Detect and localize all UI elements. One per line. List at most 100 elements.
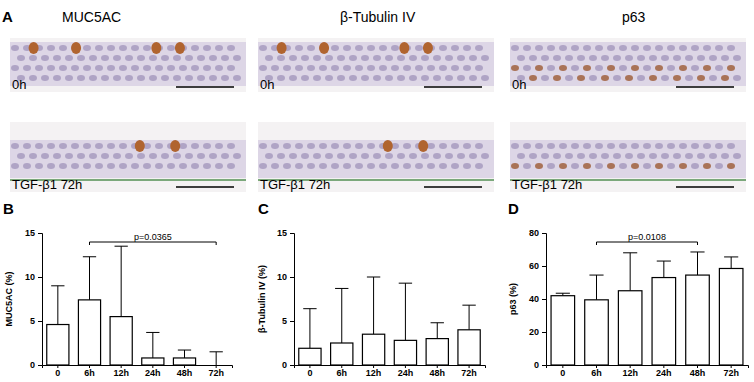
- significance-bracket: [597, 242, 698, 245]
- y-tick: 40: [529, 294, 546, 304]
- x-tick: 12h: [622, 365, 638, 378]
- bar: [458, 330, 480, 365]
- chart: C05101506h12h24h48h72hβ-Tubulin IV (%): [257, 200, 486, 378]
- column-title: p63: [622, 9, 646, 25]
- y-tick-mark: [542, 332, 546, 333]
- error-bar: [663, 261, 664, 278]
- x-tick-label: 24h: [656, 368, 672, 378]
- figure: AMUC5AC0hTGF-β1 72hβ-Tubulin IV0hTGF-β1 …: [0, 0, 754, 382]
- x-tick-label: 6h: [591, 368, 602, 378]
- error-cap: [623, 252, 637, 253]
- bar: [110, 317, 132, 365]
- x-tick-label: 0: [55, 368, 60, 378]
- y-tick-label: 80: [529, 228, 539, 238]
- y-tick-label: 0: [282, 360, 287, 370]
- error-bar: [184, 350, 185, 358]
- error-cap: [335, 288, 348, 289]
- y-tick: 15: [277, 228, 294, 238]
- y-tick-mark: [542, 299, 546, 300]
- error-bar: [469, 305, 470, 330]
- error-cap: [556, 293, 570, 294]
- bar: [652, 278, 676, 365]
- error-bar: [405, 283, 406, 340]
- y-tick-label: 5: [282, 316, 287, 326]
- y-tick-mark: [38, 321, 42, 322]
- error-cap: [178, 350, 191, 351]
- bar: [362, 334, 384, 365]
- y-tick-mark: [542, 266, 546, 267]
- y-axis: 020406080: [529, 228, 547, 370]
- plot-area: [551, 252, 743, 365]
- bar: [331, 343, 353, 365]
- x-tick: 12h: [113, 365, 129, 378]
- y-tick-label: 10: [277, 272, 287, 282]
- y-axis-line: [38, 234, 43, 366]
- y-tick-mark: [38, 233, 42, 234]
- error-cap: [690, 251, 704, 252]
- bar: [719, 268, 743, 365]
- error-cap: [462, 305, 475, 306]
- row-label: 0h: [260, 77, 274, 92]
- x-tick: 48h: [429, 365, 445, 378]
- y-tick-mark: [38, 277, 42, 278]
- error-cap: [115, 246, 128, 247]
- x-tick-label: 72h: [723, 368, 739, 378]
- x-tick-label: 72h: [461, 368, 477, 378]
- bar: [618, 291, 642, 365]
- x-tick: 0: [55, 365, 60, 378]
- annotation: p=0.0365: [134, 232, 172, 242]
- bar: [426, 339, 448, 365]
- error-bar: [57, 286, 58, 325]
- bar: [585, 300, 609, 365]
- x-axis-line: [295, 366, 486, 369]
- y-tick-mark: [290, 233, 294, 234]
- significance-bracket: [90, 242, 217, 245]
- micrograph: [258, 38, 494, 92]
- x-tick: 72h: [208, 365, 224, 378]
- error-cap: [589, 275, 603, 276]
- y-axis-title: β-Tubulin IV (%): [257, 265, 267, 333]
- y-tick: 0: [30, 360, 42, 370]
- y-tick-label: 15: [25, 228, 35, 238]
- panel-label: A: [2, 8, 13, 25]
- x-tick: 0: [560, 365, 565, 378]
- y-tick-label: 0: [30, 360, 35, 370]
- x-tick: 12h: [366, 365, 382, 378]
- x-tick-label: 48h: [429, 368, 445, 378]
- x-tick-label: 12h: [366, 368, 382, 378]
- error-bar: [216, 352, 217, 365]
- error-bar: [89, 257, 90, 300]
- row-label: 0h: [12, 77, 26, 92]
- y-tick: 80: [529, 228, 546, 238]
- micrograph: [510, 38, 746, 92]
- error-cap: [83, 256, 96, 257]
- x-tick: 24h: [656, 365, 672, 378]
- error-bar: [152, 332, 153, 358]
- y-tick-label: 5: [30, 316, 35, 326]
- x-tick-label: 0: [307, 368, 312, 378]
- plot-area: [47, 246, 223, 365]
- error-bar: [596, 275, 597, 300]
- y-axis-title: MUC5AC (%): [4, 271, 14, 326]
- bar: [551, 296, 575, 365]
- y-tick: 5: [30, 316, 42, 326]
- panel-label: D: [508, 200, 519, 217]
- x-tick: 72h: [461, 365, 477, 378]
- bar: [299, 348, 321, 365]
- x-tick-label: 72h: [208, 368, 224, 378]
- error-bar: [630, 253, 631, 291]
- y-tick-label: 10: [25, 272, 35, 282]
- x-tick-label: 24h: [145, 368, 161, 378]
- y-tick-mark: [290, 365, 294, 366]
- error-cap: [146, 332, 159, 333]
- y-tick: 10: [277, 272, 294, 282]
- y-axis: 0 5 10 15: [277, 228, 295, 370]
- row-label: TGF-β1 72h: [260, 177, 330, 192]
- error-bar: [731, 257, 732, 269]
- column-title: β-Tubulin IV: [340, 9, 416, 25]
- panel-label: B: [3, 200, 14, 217]
- x-axis: 06h12h24h48h72h: [43, 365, 233, 378]
- x-tick: 6h: [336, 365, 347, 378]
- x-tick-label: 48h: [177, 368, 193, 378]
- chart: D02040608006h12h24h48h72hp63 (%)p=0.0108: [508, 200, 749, 378]
